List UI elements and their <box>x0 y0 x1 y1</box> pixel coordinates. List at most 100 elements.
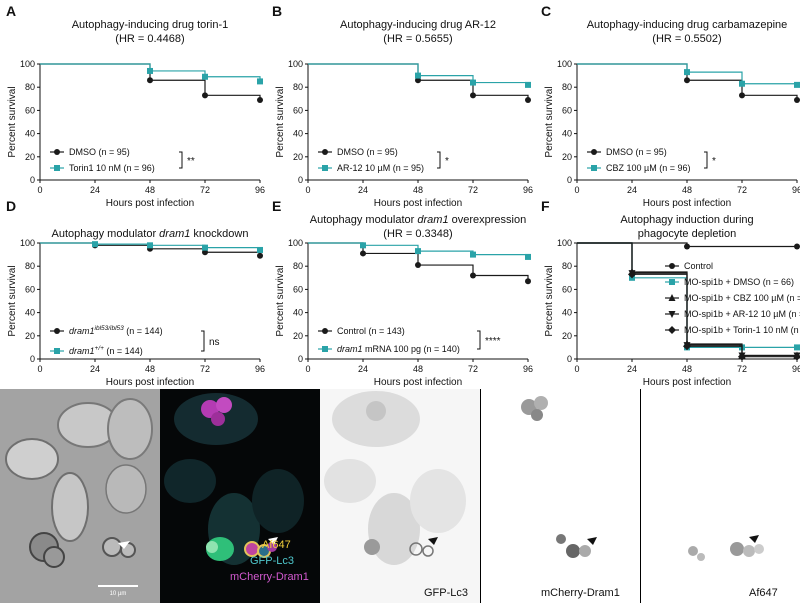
significance-label: ns <box>209 337 220 348</box>
data-point <box>525 81 531 88</box>
channel-label-af647: Af647 <box>749 587 778 599</box>
x-tick-label: 24 <box>358 364 368 374</box>
data-point <box>684 243 690 250</box>
x-tick-label: 0 <box>574 364 579 374</box>
panel-letter: F <box>541 198 550 214</box>
panel-letter: E <box>272 198 281 214</box>
legend-marker <box>322 165 328 171</box>
data-point <box>202 244 208 251</box>
data-point <box>202 92 208 99</box>
merged-fluorescence-image: Af647 GFP-Lc3 mCherry-Dram1 <box>160 389 320 603</box>
y-tick-label: 0 <box>567 175 572 185</box>
chart-subtitle: phagocyte depletion <box>638 228 736 240</box>
y-tick-label: 60 <box>562 284 572 294</box>
legend-label: CBZ 100 µM (n = 96) <box>606 163 690 173</box>
y-tick-label: 60 <box>25 105 35 115</box>
y-tick-label: 100 <box>20 59 35 69</box>
data-point <box>147 77 153 84</box>
legend-label: MO-spi1b + DMSO (n = 66) <box>684 277 794 287</box>
chart-subtitle: (HR = 0.5502) <box>652 33 721 45</box>
y-tick-label: 80 <box>562 82 572 92</box>
y-tick-label: 100 <box>288 238 303 248</box>
data-point <box>794 96 800 103</box>
data-point <box>202 249 208 256</box>
y-tick-label: 20 <box>293 331 303 341</box>
data-point <box>794 344 800 351</box>
channel-label-gfp-lc3: GFP-Lc3 <box>424 587 469 599</box>
data-point <box>628 270 636 279</box>
x-tick-label: 72 <box>737 364 747 374</box>
legend-label: DMSO (n = 95) <box>337 147 398 157</box>
chart-title: Autophagy-inducing drug carbamazepine <box>587 19 788 31</box>
data-point <box>470 272 476 279</box>
x-tick-label: 0 <box>574 185 579 195</box>
y-tick-label: 20 <box>25 152 35 162</box>
x-tick-label: 0 <box>37 185 42 195</box>
legend-label: Torin1 10 nM (n = 96) <box>69 163 155 173</box>
data-point <box>470 92 476 99</box>
panel-letter: D <box>6 198 16 214</box>
data-point <box>470 79 476 86</box>
legend-marker <box>668 294 676 301</box>
legend-label: MO-spi1b + CBZ 100 µM (n = 76) <box>684 293 800 303</box>
y-axis-label: Percent survival <box>544 86 555 157</box>
y-tick-label: 100 <box>557 59 572 69</box>
data-point <box>525 96 531 103</box>
data-point <box>360 250 366 257</box>
survival-chart-c: C Autophagy-inducing drug carbamazepine (H… <box>541 3 800 209</box>
x-tick-label: 96 <box>255 364 265 374</box>
x-tick-label: 48 <box>413 185 423 195</box>
data-point <box>684 69 690 76</box>
data-point <box>147 67 153 74</box>
data-point <box>525 278 531 285</box>
y-tick-label: 40 <box>25 308 35 318</box>
scale-bar <box>98 585 138 587</box>
data-point <box>257 78 263 85</box>
y-tick-label: 40 <box>562 308 572 318</box>
x-tick-label: 0 <box>305 364 310 374</box>
y-tick-label: 60 <box>293 284 303 294</box>
x-tick-label: 0 <box>305 185 310 195</box>
significance-bracket <box>437 151 441 169</box>
x-axis-label: Hours post infection <box>106 377 194 388</box>
legend-label: DMSO (n = 95) <box>606 147 667 157</box>
significance-label: ** <box>187 156 195 167</box>
chart-subtitle: (HR = 0.3348) <box>383 228 452 240</box>
y-axis-label: Percent survival <box>275 86 286 157</box>
data-point <box>257 246 263 253</box>
legend-label: Control <box>684 261 713 271</box>
data-point <box>683 342 691 351</box>
x-tick-label: 24 <box>358 185 368 195</box>
data-point <box>415 72 421 79</box>
y-tick-label: 40 <box>25 129 35 139</box>
significance-bracket <box>179 151 183 169</box>
x-tick-label: 24 <box>627 364 637 374</box>
chart-subtitle: (HR = 0.4468) <box>115 33 184 45</box>
legend-label: dram1+/+ (n = 144) <box>69 345 143 356</box>
x-tick-label: 96 <box>792 185 800 195</box>
x-tick-label: 48 <box>682 364 692 374</box>
y-tick-label: 0 <box>298 354 303 364</box>
significance-label: **** <box>485 336 501 347</box>
data-point <box>202 73 208 80</box>
legend-marker <box>322 346 328 352</box>
arrowhead-icon <box>749 535 759 543</box>
data-point <box>470 251 476 258</box>
x-axis-label: Hours post infection <box>374 377 462 388</box>
y-tick-label: 100 <box>20 238 35 248</box>
legend-marker <box>54 165 60 171</box>
data-point <box>794 243 800 250</box>
legend-label: AR-12 10 µM (n = 95) <box>337 163 424 173</box>
x-tick-label: 24 <box>90 185 100 195</box>
x-tick-label: 48 <box>413 364 423 374</box>
x-tick-label: 72 <box>468 364 478 374</box>
y-tick-label: 80 <box>293 261 303 271</box>
y-tick-label: 80 <box>562 261 572 271</box>
y-tick-label: 60 <box>293 105 303 115</box>
data-point <box>684 77 690 84</box>
gfp-lc3-channel-image: GFP-Lc3 <box>320 389 480 603</box>
y-axis-label: Percent survival <box>7 86 18 157</box>
significance-bracket <box>704 151 708 169</box>
legend-label: dram1ibl53/ibl53 (n = 144) <box>69 325 163 336</box>
y-axis-label: Percent survival <box>7 265 18 336</box>
